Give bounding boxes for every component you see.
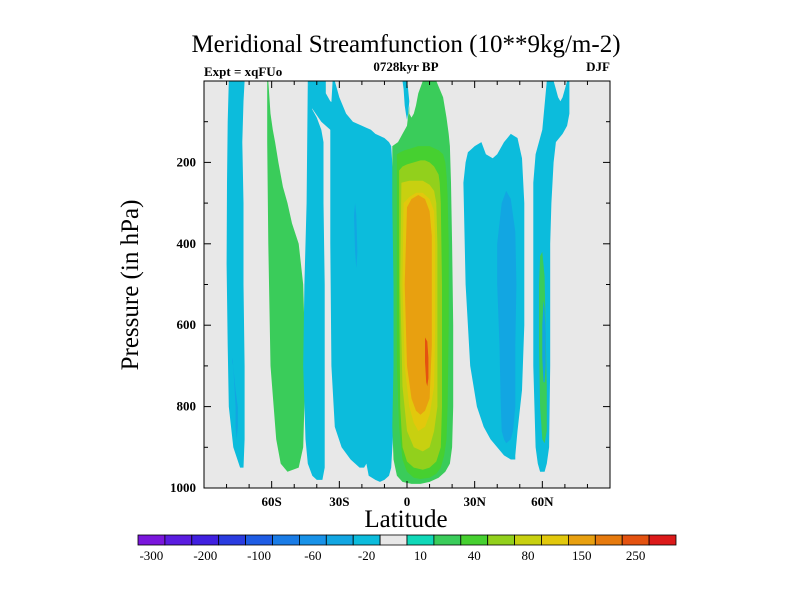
colorbar-swatch: [621, 534, 650, 546]
colorbar-swatch: [487, 534, 516, 546]
colorbar-swatch: [191, 534, 220, 546]
x-tick-label: 60N: [531, 494, 554, 509]
y-axis-label: Pressure (in hPa): [117, 200, 144, 371]
contour-region: [303, 81, 325, 480]
period-label: 0728kyr BP: [373, 59, 438, 74]
colorbar-label: 150: [572, 548, 592, 563]
colorbar-swatch: [164, 534, 193, 546]
x-tick-label: 30S: [329, 494, 349, 509]
colorbar-label: -200: [193, 548, 217, 563]
colorbar-swatch: [568, 534, 596, 546]
colorbar-swatch: [648, 534, 677, 546]
x-axis-label: Latitude: [364, 506, 447, 533]
colorbar-label: 80: [522, 548, 535, 563]
contour-region: [330, 81, 394, 482]
colorbar-label: 40: [468, 548, 481, 563]
colorbar-swatch: [272, 534, 300, 546]
y-tick-label: 1000: [170, 480, 196, 495]
colorbar-swatch: [460, 534, 489, 546]
experiment-label: Expt = xqFUo: [204, 64, 282, 79]
season-label: DJF: [586, 59, 610, 74]
x-tick-label: 60S: [262, 494, 282, 509]
y-tick-label: 800: [177, 399, 197, 414]
contour-region: [542, 300, 546, 383]
y-tick-label: 200: [177, 154, 197, 169]
colorbar-label: 250: [626, 548, 646, 563]
chart-title: Meridional Streamfunction (10**9kg/m-2): [191, 31, 620, 58]
colorbar-swatch: [352, 534, 381, 546]
colorbar-swatch: [325, 534, 354, 546]
y-tick-label: 600: [177, 317, 197, 332]
colorbar-label: 10: [414, 548, 427, 563]
x-tick-label: 30N: [463, 494, 486, 509]
colorbar-swatch: [433, 534, 462, 546]
contour-region: [402, 81, 410, 120]
colorbar-label: -300: [139, 548, 163, 563]
contour-region: [267, 81, 306, 472]
colorbar-swatch: [218, 534, 246, 546]
y-tick-label: 400: [177, 236, 197, 251]
contour-region: [354, 203, 358, 269]
colorbar-swatch: [541, 534, 569, 546]
colorbar-swatch: [406, 534, 435, 546]
contour-region: [497, 190, 517, 444]
contour-region: [226, 81, 245, 468]
colorbar-swatch: [245, 534, 273, 546]
colorbar-swatch: [594, 534, 623, 546]
colorbar-swatch: [137, 534, 166, 546]
x-tick-label: 0: [404, 494, 411, 509]
contour-region: [232, 357, 238, 440]
colorbar-label: -20: [358, 548, 375, 563]
colorbar-swatch: [298, 534, 327, 546]
contour-region: [425, 337, 429, 387]
colorbar: -300 -200 -100 -60 -20 10 40 80 150 250: [137, 534, 677, 563]
colorbar-swatch: [514, 534, 542, 546]
colorbar-label: -100: [247, 548, 271, 563]
colorbar-label: -60: [304, 548, 321, 563]
contour-regions: [226, 81, 570, 484]
axis-ticks: 60S 30S 0 30N 60N 200 400 600 800 1000: [170, 81, 610, 509]
colorbar-swatch: [379, 534, 408, 546]
